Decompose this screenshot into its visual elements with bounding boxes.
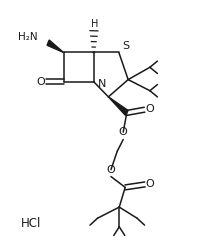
Text: H: H <box>91 19 98 29</box>
Text: O: O <box>145 104 154 114</box>
Text: HCl: HCl <box>20 217 41 230</box>
Polygon shape <box>108 97 128 115</box>
Polygon shape <box>47 40 63 53</box>
Text: H₂N: H₂N <box>18 32 37 42</box>
Text: O: O <box>145 179 154 189</box>
Text: S: S <box>122 41 129 51</box>
Text: O: O <box>37 77 45 87</box>
Text: N: N <box>98 79 106 89</box>
Text: O: O <box>106 165 115 175</box>
Text: O: O <box>119 127 128 137</box>
